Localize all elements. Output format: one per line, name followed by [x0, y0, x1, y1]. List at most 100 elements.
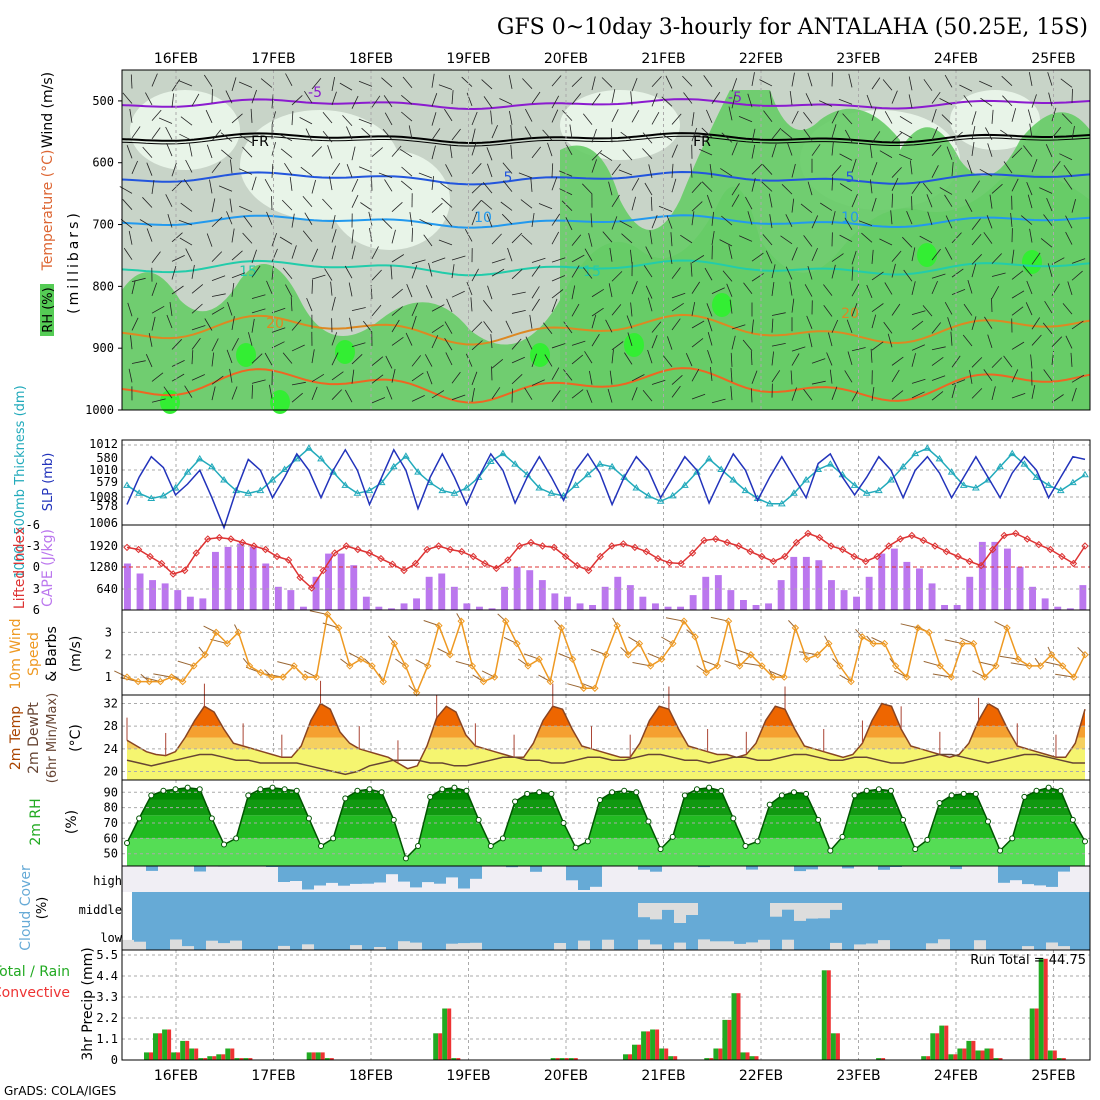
thickness-line-point: [850, 481, 859, 488]
wind-barb: [491, 125, 498, 139]
rh-line-point: [936, 800, 943, 807]
wind-barb: [1028, 72, 1033, 86]
wind-barb: [950, 331, 953, 346]
precip-convective-bar: [194, 1048, 199, 1060]
precip-convective-bar: [944, 1025, 949, 1060]
thickness-line-point: [474, 473, 483, 480]
wind-barb: [785, 266, 793, 280]
thickness-line-point: [790, 489, 798, 496]
contour-label: 5: [846, 170, 855, 186]
date-label-top: 16FEB: [154, 51, 198, 67]
wind-barb: [667, 336, 673, 350]
rh-line-point: [512, 798, 519, 805]
precip-total-bar: [162, 1029, 168, 1060]
wind-barb: [482, 300, 493, 312]
wind-barb: [146, 228, 153, 242]
wind-barb: [601, 77, 613, 88]
precip-total-bar: [442, 1008, 448, 1060]
cape-bar: [601, 586, 609, 610]
wind-barb: [823, 284, 833, 296]
contour-10c: [121, 214, 1091, 229]
precip-convective-bar: [664, 1048, 669, 1060]
wind-speed-line-point: [145, 677, 153, 686]
wind-barb: [730, 352, 733, 367]
wind-barb: [1000, 129, 1013, 139]
wind-barb: [704, 267, 713, 281]
li-tick: 6: [33, 603, 40, 617]
precip-convective-bar: [655, 1029, 660, 1060]
temp-tick: 32: [104, 697, 118, 711]
wind-barb: [771, 370, 781, 383]
cloud-high-bar: [470, 866, 482, 879]
wind-barb: [251, 318, 255, 333]
wind-barb: [145, 354, 153, 368]
thickness-line-point: [183, 468, 192, 475]
rh-line-point: [499, 835, 506, 842]
wind-barb: [991, 286, 1000, 299]
thickness-line-point: [402, 452, 410, 459]
wind-barb: [470, 297, 473, 312]
cloud-high-bar: [1046, 866, 1058, 887]
wind-barb: [731, 183, 740, 196]
dewpt-line: [126, 753, 1085, 776]
precip-total-bar: [568, 1058, 574, 1060]
wind-barb: [1044, 300, 1053, 314]
precip-run-total: Run Total = 44.75: [970, 953, 1086, 968]
wind-speed-line-point: [936, 662, 944, 670]
wind-barb: [971, 254, 982, 265]
cape-bar: [186, 596, 194, 610]
wind-barb: [1071, 88, 1073, 103]
wind-barb: [371, 397, 386, 404]
upper-saturated-spot: [530, 343, 550, 367]
rh-line-point: [208, 815, 215, 822]
wind-barb: [691, 182, 702, 193]
wind-barb: [264, 352, 273, 366]
wind-barb: [491, 268, 505, 277]
lifted-index-line-point: [192, 549, 200, 557]
wind-barb: [1030, 354, 1033, 369]
precip-convective-bar: [736, 993, 741, 1060]
rh-line-point: [548, 790, 555, 797]
rh-line-point: [475, 816, 482, 823]
wind-barb: [951, 161, 954, 177]
wind-barb: [525, 108, 533, 122]
precip-total-bar: [632, 1044, 637, 1060]
wind-speed-line-point: [568, 655, 577, 663]
cape-bar: [639, 596, 647, 610]
wind-barb: [204, 318, 213, 331]
wind-barb: [431, 93, 438, 107]
wind-speed-line-point: [234, 628, 243, 637]
lifted-index-line-point: [388, 560, 397, 568]
thickness-line-point: [802, 476, 810, 483]
wind-barb: [166, 143, 173, 157]
wind-barb: [911, 196, 913, 211]
cape-bar: [312, 576, 320, 610]
wind-barb: [991, 183, 1003, 194]
wind-barb: [129, 108, 133, 123]
thickness-line-point: [765, 499, 774, 507]
cloud-high-bar: [842, 866, 854, 869]
rh-line-point: [1033, 787, 1040, 794]
wind-barb: [750, 388, 753, 403]
slp-tick: 1012: [89, 437, 118, 451]
wind-barb: [511, 310, 526, 314]
precip-convective-bar: [727, 1019, 732, 1060]
wind-barb: [211, 129, 222, 141]
wind-barb: [1040, 238, 1053, 248]
wind-barb: [971, 142, 975, 156]
wind-barb: [644, 182, 653, 196]
thickness-line-point: [535, 483, 544, 491]
precip-total-bar: [144, 1052, 149, 1060]
rh-line-point: [730, 815, 737, 822]
rh-line-point: [742, 843, 749, 850]
wind-barb: [826, 352, 833, 366]
wind-barb: [551, 367, 560, 381]
rh-tick: 60: [104, 831, 118, 845]
wind-barb: [791, 163, 796, 178]
precip-total-bar: [722, 1019, 728, 1060]
contour-label: 20: [266, 316, 284, 332]
date-label-top: 22FEB: [739, 51, 783, 67]
wind-barb: [899, 153, 913, 161]
wind-barb: [123, 247, 133, 260]
wind-barb: [331, 245, 336, 260]
